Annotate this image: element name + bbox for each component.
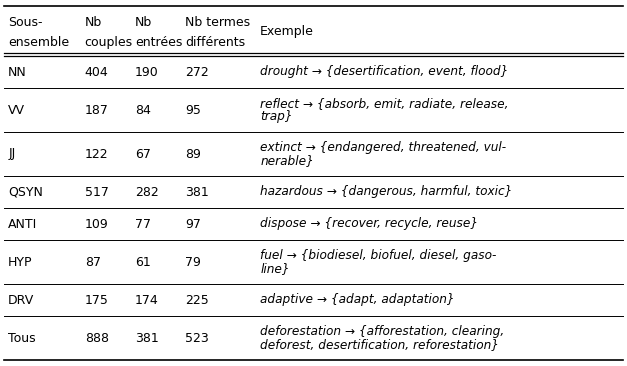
Text: 381: 381 — [185, 186, 209, 198]
Text: adaptive → {adapt, adaptation}: adaptive → {adapt, adaptation} — [260, 294, 455, 306]
Text: trap}: trap} — [260, 110, 293, 123]
Text: extinct → {endangered, threatened, vul-: extinct → {endangered, threatened, vul- — [260, 141, 507, 154]
Text: 109: 109 — [85, 217, 108, 231]
Text: 79: 79 — [185, 255, 201, 269]
Text: 187: 187 — [85, 104, 108, 116]
Text: HYP: HYP — [8, 255, 33, 269]
Text: VV: VV — [8, 104, 25, 116]
Text: nerable}: nerable} — [260, 154, 314, 167]
Text: dispose → {recover, recycle, reuse}: dispose → {recover, recycle, reuse} — [260, 217, 478, 231]
Text: Nb termes: Nb termes — [185, 16, 250, 29]
Text: 517: 517 — [85, 186, 108, 198]
Text: différents: différents — [185, 36, 245, 49]
Text: 282: 282 — [135, 186, 159, 198]
Text: 381: 381 — [135, 332, 159, 344]
Text: 84: 84 — [135, 104, 150, 116]
Text: 272: 272 — [185, 66, 209, 78]
Text: NN: NN — [8, 66, 27, 78]
Text: Tous: Tous — [8, 332, 36, 344]
Text: 67: 67 — [135, 147, 150, 161]
Text: 95: 95 — [185, 104, 201, 116]
Text: 225: 225 — [185, 294, 209, 306]
Text: 175: 175 — [85, 294, 108, 306]
Text: entrées: entrées — [135, 36, 182, 49]
Text: 89: 89 — [185, 147, 201, 161]
Text: DRV: DRV — [8, 294, 34, 306]
Text: JJ: JJ — [8, 147, 16, 161]
Text: 404: 404 — [85, 66, 108, 78]
Text: Nb: Nb — [135, 16, 152, 29]
Text: 87: 87 — [85, 255, 101, 269]
Text: 888: 888 — [85, 332, 108, 344]
Text: 122: 122 — [85, 147, 108, 161]
Text: line}: line} — [260, 262, 290, 275]
Text: QSYN: QSYN — [8, 186, 43, 198]
Text: reflect → {absorb, emit, radiate, release,: reflect → {absorb, emit, radiate, releas… — [260, 97, 508, 110]
Text: couples: couples — [85, 36, 133, 49]
Text: hazardous → {dangerous, harmful, toxic}: hazardous → {dangerous, harmful, toxic} — [260, 186, 513, 198]
Text: Sous-: Sous- — [8, 16, 43, 29]
Text: 174: 174 — [135, 294, 159, 306]
Text: ensemble: ensemble — [8, 36, 69, 49]
Text: 97: 97 — [185, 217, 201, 231]
Text: 77: 77 — [135, 217, 151, 231]
Text: Exemple: Exemple — [260, 25, 314, 37]
Text: fuel → {biodiesel, biofuel, diesel, gaso-: fuel → {biodiesel, biofuel, diesel, gaso… — [260, 249, 497, 262]
Text: drought → {desertification, event, flood}: drought → {desertification, event, flood… — [260, 66, 508, 78]
Text: 523: 523 — [185, 332, 209, 344]
Text: deforestation → {afforestation, clearing,: deforestation → {afforestation, clearing… — [260, 325, 505, 338]
Text: 61: 61 — [135, 255, 150, 269]
Text: 190: 190 — [135, 66, 159, 78]
Text: deforest, desertification, reforestation}: deforest, desertification, reforestation… — [260, 338, 499, 351]
Text: Nb: Nb — [85, 16, 102, 29]
Text: ANTI: ANTI — [8, 217, 38, 231]
